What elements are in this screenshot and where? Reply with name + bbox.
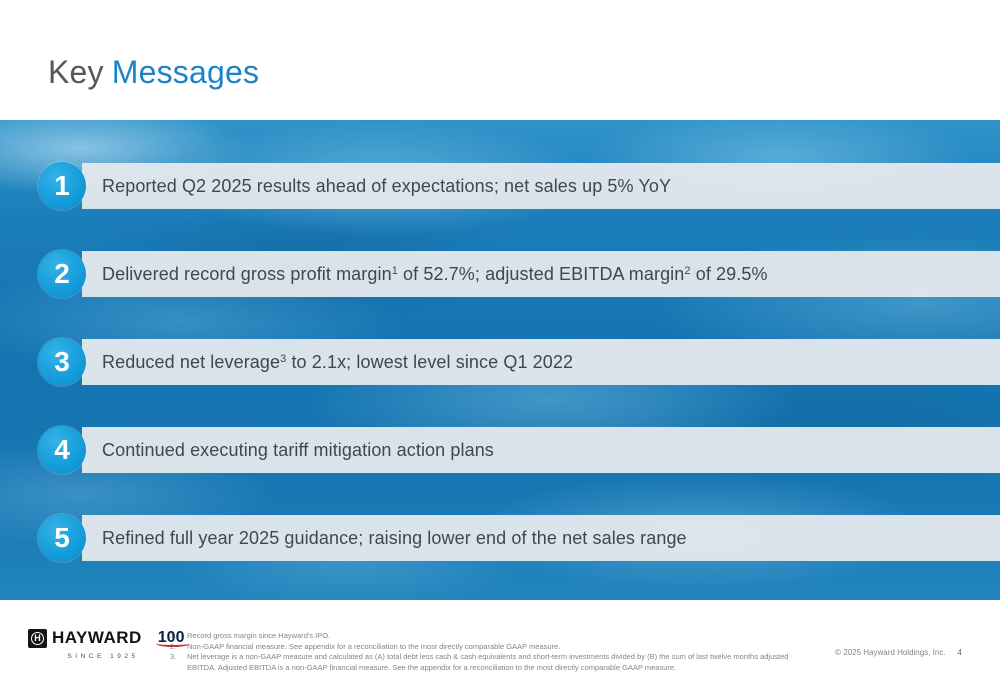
message-text: Reported Q2 2025 results ahead of expect… [102, 175, 672, 196]
hayward-mark-icon: H [28, 628, 47, 648]
message-bar: Refined full year 2025 guidance; raising… [82, 515, 1000, 561]
messages-list: 1 Reported Q2 2025 results ahead of expec… [0, 120, 1000, 562]
message-number-badge: 2 [38, 250, 86, 298]
footnote-text: Net leverage is a non-GAAP measure and c… [187, 652, 789, 672]
logo-mark-letter: H [31, 631, 44, 645]
copyright-wrap: © 2025 Hayward Holdings, Inc. 4 [835, 648, 962, 657]
logo-tagline: SINCE 1925 [67, 653, 139, 660]
logo-brand-text: HAYWARD [52, 628, 142, 647]
title-prefix: Key [48, 54, 104, 90]
logo-anniversary: 100 [155, 629, 191, 647]
message-row: 1 Reported Q2 2025 results ahead of expec… [38, 162, 1000, 210]
message-row: 3 Reduced net leverage3 to 2.1x; lowest l… [38, 338, 1000, 386]
page-title: Key Messages [48, 54, 259, 91]
hayward-logo: H HAYWARD 100 SINCE 1925 [28, 628, 191, 660]
message-bar: Delivered record gross profit margin1 of… [82, 251, 1000, 297]
footnote: 2. Non-GAAP financial measure. See append… [170, 642, 818, 653]
title-area: Key Messages [0, 0, 1000, 120]
page-number: 4 [957, 648, 962, 657]
message-text: Reduced net leverage3 to 2.1x; lowest le… [102, 351, 574, 372]
footnote-text: Record gross margin since Hayward's IPO. [187, 631, 331, 640]
title-accent: Messages [111, 54, 260, 90]
message-text: Delivered record gross profit margin1 of… [102, 263, 768, 284]
message-number-badge: 1 [38, 162, 86, 210]
message-number-badge: 5 [38, 514, 86, 562]
logo-row: H HAYWARD 100 [28, 628, 191, 648]
water-background: 1 Reported Q2 2025 results ahead of expec… [0, 120, 1000, 600]
message-row: 2 Delivered record gross profit margin1 o… [38, 250, 1000, 298]
message-bar: Reduced net leverage3 to 2.1x; lowest le… [82, 339, 1000, 385]
message-number-badge: 4 [38, 426, 86, 474]
footnote-text: Non-GAAP financial measure. See appendix… [187, 641, 561, 651]
message-row: 4 Continued executing tariff mitigation a… [38, 426, 1000, 474]
copyright: © 2025 Hayward Holdings, Inc. [835, 648, 946, 657]
message-row: 5 Refined full year 2025 guidance; raisin… [38, 514, 1000, 562]
message-number-badge: 3 [38, 338, 86, 386]
footnote: 1. Record gross margin since Hayward's IP… [170, 631, 818, 642]
footer: H HAYWARD 100 SINCE 1925 1. Record gross … [0, 600, 1000, 685]
footnotes: 1. Record gross margin since Hayward's IP… [170, 631, 818, 673]
message-text: Refined full year 2025 guidance; raising… [102, 527, 687, 548]
footnote-number: 1. [170, 631, 177, 640]
message-bar: Reported Q2 2025 results ahead of expect… [82, 163, 1000, 209]
message-text: Continued executing tariff mitigation ac… [102, 439, 494, 460]
footnote: 3. Net leverage is a non-GAAP measure and… [170, 652, 818, 673]
message-bar: Continued executing tariff mitigation ac… [82, 427, 1000, 473]
footnote-number: 2. [170, 641, 177, 651]
footnote-number: 3. [170, 652, 177, 661]
